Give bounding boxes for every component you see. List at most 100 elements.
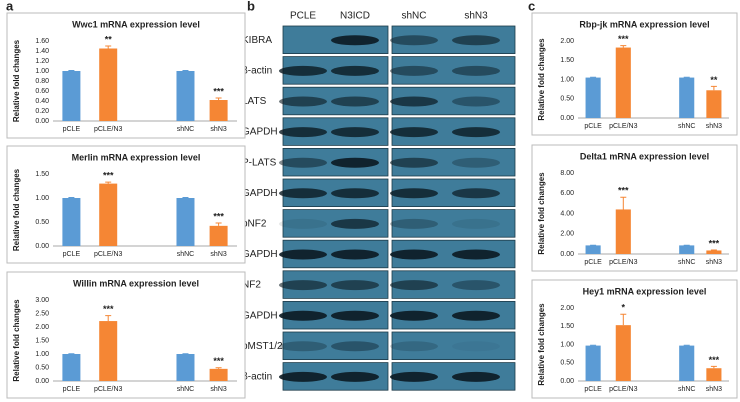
blot-strip (391, 209, 516, 238)
x-tick-label: pCLE/N3 (609, 386, 638, 393)
y-tick-label: 1.50 (560, 323, 574, 330)
bar (585, 245, 601, 254)
lane-label: N3ICD (340, 11, 370, 22)
chart-frame (6, 271, 246, 399)
blot-band (331, 157, 379, 168)
x-tick-label: shNC (678, 259, 696, 266)
bar (62, 71, 81, 121)
row-label: NF2 (242, 280, 261, 291)
error-bar (215, 367, 222, 369)
blot-band (279, 188, 327, 199)
y-tick-label: 1.20 (35, 58, 49, 65)
y-tick-label: 0.00 (35, 118, 49, 125)
panel-label: c (528, 0, 535, 13)
blot-band (279, 96, 327, 107)
row-label: GAPDH (242, 127, 278, 138)
error-bar (215, 222, 222, 226)
y-tick-label: 0.00 (35, 378, 49, 385)
blot-band (279, 371, 327, 382)
x-tick-label: pCLE (63, 126, 81, 133)
blot-band (331, 188, 379, 199)
x-tick-label: shN3 (706, 259, 722, 266)
significance-label: *** (618, 186, 629, 196)
blot-band (390, 218, 438, 229)
blot-strip (282, 331, 389, 361)
blot-band (452, 249, 500, 260)
blot-band (390, 188, 438, 199)
x-tick-label: shN3 (210, 251, 226, 258)
row-label: β-actin (242, 372, 272, 383)
chart-frame (531, 279, 738, 399)
chart-title: Hey1 mRNA expression level (583, 286, 707, 296)
blot-band (452, 96, 500, 107)
blot-band (279, 157, 327, 168)
significance-label: *** (103, 171, 114, 181)
error-bar (105, 315, 112, 322)
blot-band (452, 157, 500, 168)
y-axis-label: Relative fold changes (537, 303, 546, 386)
blot-band (331, 96, 379, 107)
chart-frame (531, 12, 738, 136)
blot-band (331, 127, 379, 138)
blot-band (452, 65, 500, 76)
blot-band (452, 35, 500, 46)
blot-band (452, 188, 500, 199)
x-tick-label: pCLE (63, 251, 81, 258)
significance-label: * (622, 303, 626, 313)
bar (99, 321, 118, 381)
bar (99, 48, 118, 121)
error-bar (620, 196, 627, 210)
bar (585, 77, 601, 118)
error-bar (620, 313, 627, 326)
y-tick-label: 0.60 (35, 88, 49, 95)
x-tick-label: pCLE (584, 123, 602, 130)
y-axis-label: Relative fold changes (537, 38, 546, 121)
chart-title: Delta1 mRNA expression level (580, 151, 709, 161)
chart-title: Willin mRNA expression level (73, 278, 199, 288)
significance-label: *** (709, 238, 720, 248)
x-tick-label: shNC (177, 126, 195, 133)
blot-band (279, 65, 327, 76)
y-tick-label: 0.50 (35, 219, 49, 226)
bar (209, 368, 228, 381)
row-label: β-actin (242, 66, 272, 77)
blot-strip (391, 331, 516, 361)
blot-band (390, 96, 438, 107)
x-tick-label: shN3 (706, 386, 722, 393)
x-tick-label: pCLE/N3 (94, 126, 123, 133)
significance-label: *** (618, 34, 629, 44)
y-axis-label: Relative fold changes (537, 172, 546, 255)
y-tick-label: 1.50 (35, 171, 49, 178)
blot-band (279, 218, 327, 229)
blot-band (452, 127, 500, 138)
bar (615, 209, 631, 254)
y-tick-label: 1.50 (560, 57, 574, 64)
x-tick-label: pCLE/N3 (94, 251, 123, 258)
blot-band (331, 280, 379, 291)
error-bar (215, 97, 222, 100)
row-label: LATS (242, 96, 267, 107)
y-tick-label: 0.00 (35, 243, 49, 250)
row-label: GAPDH (242, 188, 278, 199)
x-tick-label: shNC (177, 386, 195, 393)
y-tick-label: 3.00 (35, 297, 49, 304)
error-bar (182, 70, 189, 71)
x-tick-label: shNC (678, 386, 696, 393)
y-tick-label: 0.00 (560, 251, 574, 258)
row-label: KIBRA (242, 35, 272, 46)
blot-band (390, 280, 438, 291)
y-tick-label: 0.50 (560, 96, 574, 103)
blot-band (331, 371, 379, 382)
row-label: pMST1/2 (242, 341, 283, 352)
x-tick-label: shNC (177, 251, 195, 258)
x-tick-label: shN3 (210, 126, 226, 133)
significance-label: *** (709, 355, 720, 365)
significance-label: *** (213, 211, 224, 221)
bar (62, 354, 81, 381)
y-tick-label: 1.00 (35, 351, 49, 358)
error-bar (68, 70, 75, 71)
blot-band (452, 310, 500, 321)
bar (176, 198, 195, 246)
